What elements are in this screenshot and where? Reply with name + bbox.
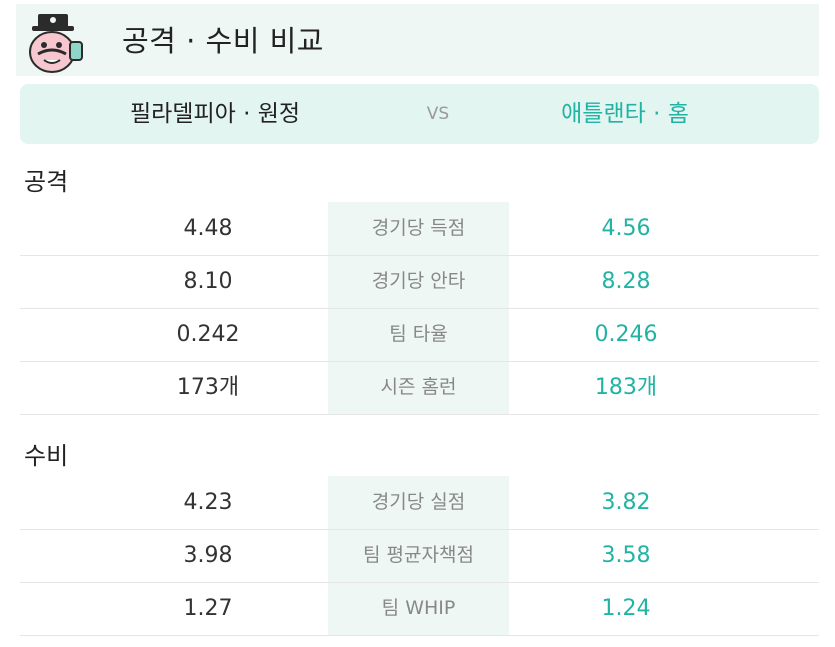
stat-row: 8.10 경기당 안타 8.28 (20, 255, 819, 309)
stat-label: 시즌 홈런 (380, 376, 457, 398)
home-value: 8.28 (601, 269, 651, 294)
stat-label: 팀 WHIP (381, 597, 456, 619)
stat-row: 3.98 팀 평균자책점 3.58 (20, 529, 819, 583)
section-title-offense: 공격 (24, 168, 69, 196)
away-value: 8.10 (183, 269, 233, 294)
team-matchup-bar: 필라델피아 · 원정 VS 애틀랜타 · 홈 (20, 84, 819, 144)
stat-label: 경기당 안타 (371, 270, 466, 292)
stat-label: 경기당 득점 (371, 217, 466, 239)
stat-label: 팀 타율 (389, 323, 448, 345)
away-value: 173개 (176, 375, 240, 400)
away-value: 0.242 (176, 322, 240, 347)
page-title: 공격 · 수비 비교 (122, 24, 324, 58)
home-value: 0.246 (594, 322, 658, 347)
away-value: 3.98 (183, 543, 233, 568)
home-team-name: 애틀랜타 · 홈 (561, 101, 689, 127)
home-value: 3.58 (601, 543, 651, 568)
stat-label: 팀 평균자책점 (363, 544, 474, 566)
home-value: 3.82 (601, 490, 651, 515)
stat-row: 173개 시즌 홈런 183개 (20, 361, 819, 415)
section-title-defense: 수비 (24, 442, 69, 470)
away-value: 4.48 (183, 216, 233, 241)
stat-row: 1.27 팀 WHIP 1.24 (20, 582, 819, 636)
away-value: 4.23 (183, 490, 233, 515)
mascot-top-hat-icon (29, 14, 83, 73)
away-value: 1.27 (183, 596, 233, 621)
header: 공격 · 수비 비교 (16, 4, 819, 76)
away-team-name: 필라델피아 · 원정 (129, 101, 301, 127)
stat-row: 4.23 경기당 실점 3.82 (20, 476, 819, 530)
home-value: 4.56 (601, 216, 651, 241)
label-column-band (328, 476, 509, 636)
stat-row: 4.48 경기당 득점 4.56 (20, 202, 819, 256)
stat-row: 0.242 팀 타율 0.246 (20, 308, 819, 362)
home-value: 1.24 (601, 596, 651, 621)
stat-label: 경기당 실점 (371, 491, 466, 513)
home-value: 183개 (594, 375, 658, 400)
vs-label: VS (426, 104, 450, 124)
